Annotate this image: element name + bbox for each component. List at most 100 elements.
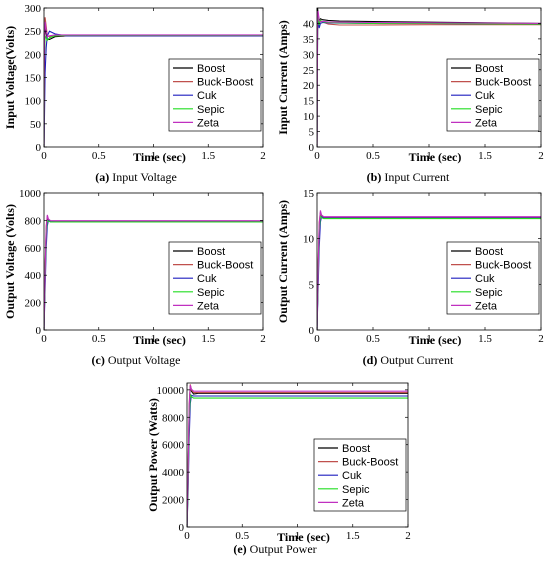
chart-input-voltage-ytick-label: 200 — [25, 49, 42, 61]
chart-output-current-ytick-label: 10 — [303, 234, 315, 246]
chart-input-current-legend-label-zeta: Zeta — [475, 117, 498, 129]
chart-input-current-caption-text: Input Current — [381, 170, 450, 184]
chart-output-power-xtick-label: 1.5 — [346, 530, 360, 542]
chart-input-current-xtick-label: 0 — [314, 150, 320, 162]
chart-output-current: 0 0.5 1 1.5 2 0 5 10 15 Time (sec) Output Current … — [276, 188, 544, 367]
chart-output-power: 0 0.5 1 1.5 2 0 2000 4000 6000 8000 10000 Time (sec… — [146, 382, 411, 556]
chart-output-power-xtick-label: 0 — [184, 530, 190, 542]
chart-output-voltage-xtick-label: 2 — [260, 333, 266, 345]
chart-output-voltage-caption-tag: (c) — [92, 353, 105, 367]
chart-output-current-series-zeta — [317, 210, 541, 330]
chart-output-voltage-caption-text: Output Voltage — [105, 353, 181, 367]
chart-input-current-legend-label-buck-boost: Buck-Boost — [475, 77, 531, 89]
chart-input-current-series-zeta — [317, 11, 541, 147]
chart-output-voltage-legend-label-zeta: Zeta — [197, 300, 220, 312]
chart-input-current-ytick-label: 40 — [303, 18, 315, 30]
chart-output-voltage-ytick-label: 0 — [36, 325, 42, 337]
chart-output-current-ytick-label: 15 — [303, 188, 315, 200]
chart-input-voltage-legend-label-zeta: Zeta — [197, 117, 220, 129]
chart-input-voltage-legend-label-boost: Boost — [197, 63, 225, 75]
chart-output-current-xlabel: Time (sec) — [409, 333, 462, 347]
chart-input-voltage-legend-label-cuk: Cuk — [197, 90, 217, 102]
chart-input-voltage-xlabel: Time (sec) — [133, 150, 186, 164]
chart-output-power-caption: (e) Output Power — [233, 542, 316, 556]
chart-output-current-legend-label-buck-boost: Buck-Boost — [475, 260, 531, 272]
chart-output-power-legend-label-zeta: Zeta — [342, 497, 365, 509]
chart-output-voltage-series-zeta — [44, 214, 263, 330]
chart-input-voltage: 0 0.5 1 1.5 2 0 50 100 150 200 250 300 Time (sec) Inp… — [3, 3, 266, 184]
chart-input-voltage-ytick-label: 100 — [25, 96, 42, 108]
chart-output-power-xlabel: Time (sec) — [277, 530, 330, 544]
chart-input-voltage-ytick-label: 150 — [25, 73, 42, 85]
chart-output-power-ytick-label: 2000 — [162, 495, 185, 507]
chart-output-power-xtick-label: 2 — [405, 530, 411, 542]
chart-input-current-ytick-label: 20 — [303, 80, 315, 92]
chart-input-voltage-caption-text: Input Voltage — [109, 170, 177, 184]
chart-input-current-ytick-label: 35 — [303, 34, 315, 46]
chart-output-current-legend-label-cuk: Cuk — [475, 273, 495, 285]
chart-input-current-xtick-label: 1 — [426, 150, 432, 162]
chart-output-voltage-ytick-label: 1000 — [19, 188, 42, 200]
chart-output-current-xtick-label: 0 — [314, 333, 320, 345]
chart-input-voltage-legend-label-sepic: Sepic — [197, 104, 225, 116]
chart-output-current-caption-tag: (d) — [363, 353, 378, 367]
chart-input-voltage-xtick-label: 1 — [151, 150, 157, 162]
chart-output-voltage-legend-label-boost: Boost — [197, 246, 225, 258]
chart-input-current-caption-tag: (b) — [367, 170, 382, 184]
chart-output-current-xtick-label: 0.5 — [366, 333, 380, 345]
chart-output-power-xtick-label: 1 — [295, 530, 301, 542]
chart-input-current-legend-label-cuk: Cuk — [475, 90, 495, 102]
chart-output-voltage-ytick-label: 200 — [25, 298, 42, 310]
chart-input-voltage-ytick-label: 0 — [36, 142, 42, 154]
chart-output-voltage-ytick-label: 400 — [25, 270, 42, 282]
chart-input-voltage-caption: (a) Input Voltage — [95, 170, 177, 184]
chart-output-current-caption-text: Output Current — [377, 353, 454, 367]
chart-output-current-xtick-label: 1 — [426, 333, 432, 345]
chart-output-voltage-xtick-label: 0 — [41, 333, 47, 345]
chart-output-current-legend-label-zeta: Zeta — [475, 300, 498, 312]
chart-output-power-legend-label-buck-boost: Buck-Boost — [342, 457, 398, 469]
chart-input-current-ytick-label: 30 — [303, 49, 315, 61]
chart-output-power-legend-label-boost: Boost — [342, 443, 370, 455]
chart-input-current-ytick-label: 0 — [309, 142, 315, 154]
chart-output-power-series-zeta — [187, 384, 408, 527]
chart-input-voltage-ylabel: Input Voltage(Volts) — [3, 26, 17, 129]
chart-input-voltage-xtick-label: 0.5 — [92, 150, 106, 162]
chart-input-current-ylabel: Input Current (Amps) — [276, 20, 290, 134]
chart-output-current-legend-label-boost: Boost — [475, 246, 503, 258]
chart-input-voltage-ytick-label: 250 — [25, 26, 42, 38]
chart-output-voltage-ylabel: Output Voltage (Volts) — [3, 204, 17, 319]
chart-output-voltage-legend-label-sepic: Sepic — [197, 287, 225, 299]
chart-input-voltage-xtick-label: 0 — [41, 150, 47, 162]
chart-input-voltage-ytick-label: 50 — [30, 119, 42, 131]
chart-input-voltage-legend-label-buck-boost: Buck-Boost — [197, 77, 253, 89]
chart-output-voltage-xtick-label: 1 — [151, 333, 157, 345]
chart-output-power-ytick-label: 4000 — [162, 467, 185, 479]
chart-output-power-legend-label-sepic: Sepic — [342, 484, 370, 496]
chart-output-power-ylabel: Output Power (Watts) — [146, 398, 160, 512]
chart-output-voltage-xtick-label: 0.5 — [92, 333, 106, 345]
chart-input-current-ytick-label: 5 — [309, 127, 315, 139]
chart-input-current-ytick-label: 25 — [303, 65, 315, 77]
chart-output-power-ytick-label: 8000 — [162, 412, 185, 424]
chart-output-voltage-ytick-label: 600 — [25, 243, 42, 255]
chart-input-current-xtick-label: 2 — [538, 150, 544, 162]
chart-input-current-ytick-label: 10 — [303, 111, 315, 123]
chart-input-current-ytick-label: 15 — [303, 96, 315, 108]
chart-output-voltage-legend-label-cuk: Cuk — [197, 273, 217, 285]
chart-input-current-legend-label-boost: Boost — [475, 63, 503, 75]
chart-output-power-ytick-label: 0 — [179, 522, 185, 534]
chart-output-voltage: 0 0.5 1 1.5 2 0 200 400 600 800 1000 Time (sec) Outp… — [3, 188, 266, 367]
chart-output-voltage-caption: (c) Output Voltage — [92, 353, 181, 367]
chart-output-voltage-xlabel: Time (sec) — [133, 333, 186, 347]
chart-output-current-xtick-label: 2 — [538, 333, 544, 345]
chart-output-current-caption: (d) Output Current — [363, 353, 454, 367]
chart-output-current-xtick-label: 1.5 — [478, 333, 492, 345]
chart-input-current-xtick-label: 0.5 — [366, 150, 380, 162]
